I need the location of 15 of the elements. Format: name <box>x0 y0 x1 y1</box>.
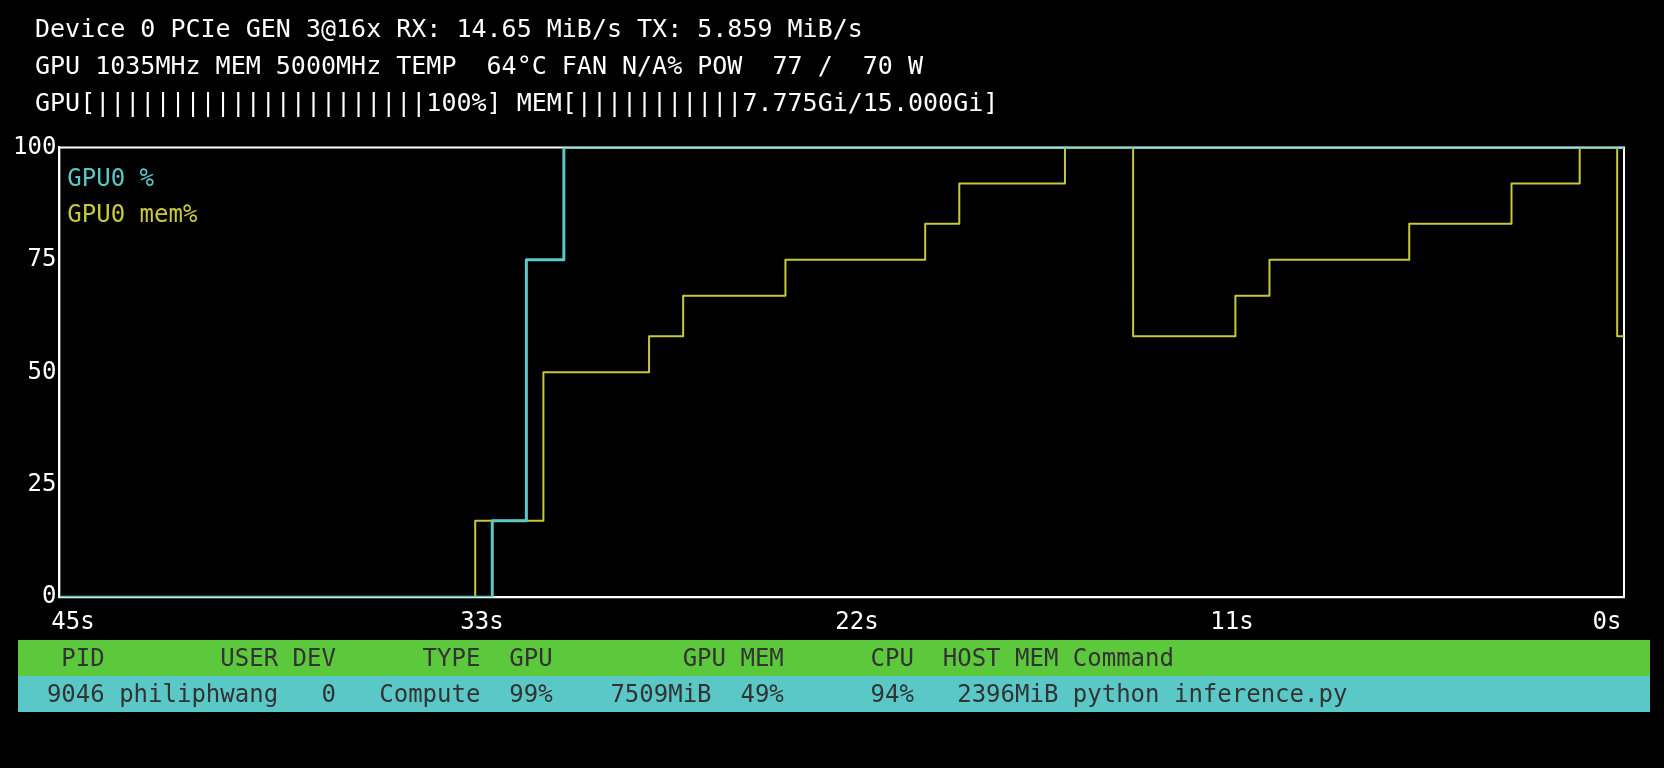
text: 9046 philiphwang 0 Compute 99% 7509MiB 49% 94% 2396MiB python inference.py <box>18 676 1650 712</box>
text: Device 0 PCIe GEN 3@16x RX: 14.65 MiB/s TX: 5.859 MiB/s <box>35 13 864 45</box>
text: PID USER DEV TYPE GPU GPU MEM CPU HOST MEM Command <box>18 640 1650 676</box>
y-tick-label: 25 <box>27 468 57 497</box>
text: GPU[||||||||||||||||||||||100%] MEM[|||||||||||7.775Gi/15.000Gi] <box>35 87 1000 119</box>
x-tick-label: 33s <box>460 606 504 635</box>
y-tick-label: 50 <box>27 356 57 385</box>
y-tick-label: 100 <box>12 131 57 160</box>
x-tick-label: 11s <box>1210 606 1254 635</box>
text: GPU0 % <box>67 163 155 192</box>
y-tick-label: 75 <box>27 244 57 273</box>
x-tick-label: 22s <box>835 606 879 635</box>
text: GPU0 mem% <box>67 199 198 228</box>
text: GPU 1035MHz MEM 5000MHz TEMP 64°C FAN N/A% POW 77 / 70 W <box>35 50 925 82</box>
x-tick-label: 0s <box>1592 606 1622 635</box>
